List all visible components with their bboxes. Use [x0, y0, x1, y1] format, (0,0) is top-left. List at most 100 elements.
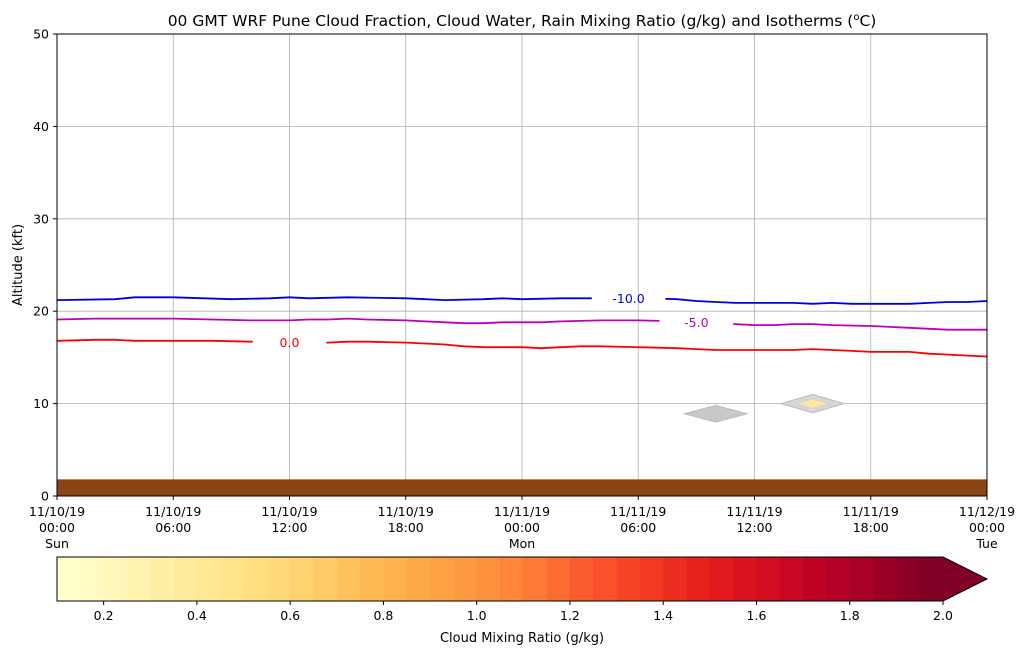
isotherm-lines: -10.0 -5.0 0.0 [56, 291, 988, 358]
colorbar-tick-label: 0.4 [187, 608, 207, 623]
y-tick-label: 40 [33, 119, 49, 134]
colorbar-bin [220, 557, 245, 601]
colorbar-bin [849, 557, 874, 601]
isotherm-line [56, 296, 592, 302]
y-tick-label: 0 [41, 489, 49, 504]
colorbar-outline [56, 556, 989, 602]
y-tick-label: 20 [33, 304, 49, 319]
isotherm-label: 0.0 [280, 335, 300, 350]
colorbar-bin [336, 557, 361, 601]
colorbar-label: Cloud Mixing Ratio (g/kg) [440, 631, 604, 646]
colorbar-bin [406, 557, 431, 601]
colorbar-tick-label: 0.6 [280, 608, 300, 623]
x-tick-label: 00:00 [504, 520, 540, 535]
colorbar-bin [523, 557, 548, 601]
x-tick-label: 11/10/19 [145, 504, 201, 519]
x-tick-label: 11/11/19 [843, 504, 899, 519]
x-tick-label: 11/10/19 [261, 504, 317, 519]
colorbar-bin [150, 557, 175, 601]
x-tick-label: 12:00 [271, 520, 307, 535]
colorbar-tick-label: 0.2 [94, 608, 114, 623]
colorbar-extend-arrow [943, 557, 987, 601]
x-tick-label: 11/12/19 [959, 504, 1015, 519]
colorbar-tick-label: 1.2 [560, 608, 580, 623]
colorbar-bin [896, 557, 921, 601]
y-axis-label: Altitude (kft) [11, 224, 26, 306]
x-tick-label: 06:00 [620, 520, 656, 535]
x-tick-label: Tue [975, 536, 998, 551]
x-tick-label: 00:00 [39, 520, 75, 535]
colorbar-bin [313, 557, 338, 601]
y-tick-label: 50 [33, 27, 49, 42]
x-axis: 11/10/1900:00Sun11/10/1906:0011/10/1912:… [29, 496, 1015, 551]
y-axis: 0 10 20 30 40 50 [33, 27, 57, 504]
colorbar-bin [733, 557, 758, 601]
colorbar-bin [266, 557, 291, 601]
colorbar-bin [779, 557, 804, 601]
colorbar-tick-label: 1.4 [653, 608, 673, 623]
isotherm-line [733, 323, 987, 331]
x-tick-label: 12:00 [736, 520, 772, 535]
colorbar-bin [476, 557, 501, 601]
chart-title: 00 GMT WRF Pune Cloud Fraction, Cloud Wa… [168, 12, 877, 30]
isotherm-label: -10.0 [612, 291, 644, 306]
cloud-blob-core [798, 399, 827, 408]
colorbar-bin [803, 557, 828, 601]
colorbar-bin [430, 557, 454, 601]
colorbar-tick-label: 0.8 [373, 608, 393, 623]
colorbar-bin [639, 557, 664, 601]
y-tick-label: 30 [33, 211, 49, 226]
title-superscript: o [853, 12, 859, 23]
isotherm-line [56, 338, 253, 343]
colorbar-tick-label: 1.8 [840, 608, 860, 623]
x-tick-label: 11/10/19 [378, 504, 434, 519]
x-tick-label: Mon [509, 536, 535, 551]
colorbar-bin [290, 557, 315, 601]
colorbar-bin [826, 557, 851, 601]
x-tick-label: Sun [45, 536, 69, 551]
colorbar-bin [546, 557, 571, 601]
colorbar-bin [453, 557, 478, 601]
colorbar-tick-label: 1.0 [467, 608, 487, 623]
ground-layer [57, 479, 987, 496]
isotherm-label: -5.0 [684, 315, 708, 330]
colorbar-tick-label: 2.0 [933, 608, 953, 623]
colorbar-bin [663, 557, 688, 601]
colorbar-bin [196, 557, 221, 601]
x-tick-label: 11/11/19 [610, 504, 666, 519]
x-tick-label: 11/11/19 [726, 504, 782, 519]
colorbar-bin [873, 557, 897, 601]
cloud-blobs [682, 393, 846, 423]
x-tick-label: 18:00 [388, 520, 424, 535]
colorbar-bin [360, 557, 385, 601]
x-tick-label: 18:00 [853, 520, 889, 535]
title-tail: C) [859, 12, 876, 30]
colorbar-bin [919, 557, 944, 601]
cloud-blob [682, 404, 750, 423]
x-tick-label: 00:00 [969, 520, 1005, 535]
colorbar-bin [57, 557, 81, 601]
isotherm-line [56, 317, 660, 325]
isotherm-line [326, 340, 988, 358]
colorbar-bin [500, 557, 524, 601]
isotherm-line [665, 298, 988, 305]
colorbar-bin [126, 557, 151, 601]
colorbar-bin [593, 557, 618, 601]
x-tick-label: 06:00 [155, 520, 191, 535]
colorbar-bin [80, 557, 105, 601]
ground-band [57, 479, 987, 496]
colorbar-bin [616, 557, 641, 601]
colorbar-bin [173, 557, 198, 601]
x-tick-label: 11/10/19 [29, 504, 85, 519]
colorbar-bin [709, 557, 734, 601]
colorbar-bin [686, 557, 711, 601]
colorbar-bin [103, 557, 128, 601]
colorbar-tick-label: 1.6 [747, 608, 767, 623]
colorbar-bin [383, 557, 408, 601]
colorbar-bin [569, 557, 594, 601]
y-tick-label: 10 [33, 396, 49, 411]
x-tick-label: 11/11/19 [494, 504, 550, 519]
colorbar-bin [243, 557, 268, 601]
